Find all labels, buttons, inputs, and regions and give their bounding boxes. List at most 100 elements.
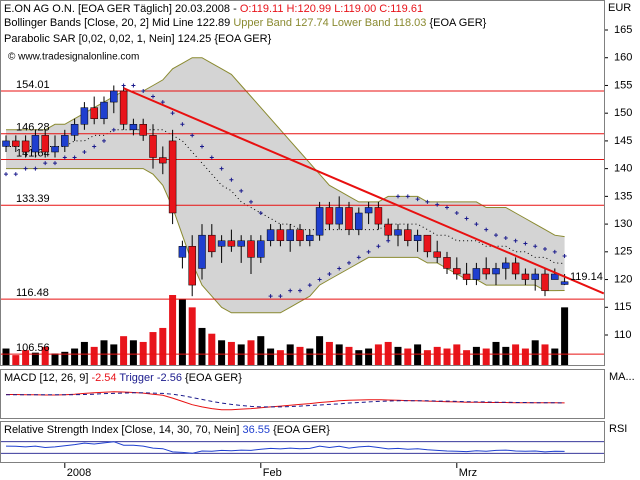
sar-legend: Parabolic SAR [0,02, 0,02, 1, Nein] 124.… [4,33,272,45]
volume-bar [80,341,88,365]
y-tick-label: 120 [614,273,632,285]
volume-bar [561,307,569,365]
volume-bar [208,333,216,365]
trendline [123,87,605,295]
sar-point [160,100,165,105]
volume-bar [316,336,324,365]
y-tick-label: 145 [614,135,632,147]
volume-bar [453,344,461,365]
volume-bar [531,340,539,365]
sar-point [200,144,204,149]
sar-point [33,166,38,171]
volume-bar [159,327,167,365]
sar-point [62,155,67,160]
y-tick-label: 115 [614,301,632,313]
x-tick-label: Feb [263,467,282,479]
band-lower [6,168,565,314]
candle-body [139,124,147,136]
sar-point [239,188,244,193]
candle-body [31,135,40,153]
sar-point [523,241,528,246]
volume-bar [41,346,49,365]
candle-body [276,229,285,241]
sar-point [552,249,557,254]
candle-body [433,251,441,258]
volume-bar [110,344,118,365]
candle-body [227,240,236,247]
last-price-label: 119.14 [570,271,603,283]
candle-body [384,223,392,236]
candle-body [21,140,30,153]
volume-bar [71,348,79,365]
sar-point [121,83,126,88]
candle-body [502,262,510,269]
volume-bar [394,346,402,365]
sar-point [229,177,234,182]
y-tick-label: 125 [614,246,632,258]
candle-body [12,140,20,147]
candle-body [149,135,157,158]
candle-body [335,207,343,225]
y-tick-label: 160 [614,52,632,64]
volume-bar [502,346,510,365]
volume-bar [198,327,206,365]
candle-body [247,240,255,258]
volume-bar [100,340,108,365]
sar-point [92,144,97,149]
volume-bar [551,348,559,365]
volume-bar [90,346,98,365]
unit-label: EUR [608,2,631,14]
candle-body [119,90,128,125]
candle-body [61,135,69,147]
volume-bar [149,332,157,365]
candle-body [364,207,373,214]
sar-point [327,272,332,276]
volume-bar [492,341,500,365]
legend-trigger: Trigger -2.56 [119,372,182,384]
volume-bar [404,348,412,365]
y-tick-label: 135 [614,190,632,202]
candle-body [217,240,226,247]
sar-point [307,283,312,288]
macd-legend: MACD [12, 26, 9] -2.54 Trigger -2.56 {EO… [4,372,242,384]
candle-body [531,273,539,280]
candle-body [286,229,294,241]
volume-bar [365,348,373,365]
sar-point [376,244,381,249]
volume-bar [384,341,392,365]
sar-point [13,172,18,177]
candle-body [198,234,206,269]
level-label: 116.48 [16,287,49,299]
candle-body [511,262,520,275]
sar-point [43,161,48,166]
sar-point [513,238,518,243]
candle-body [51,146,59,153]
volume-bar [423,350,431,365]
volume-bar [61,351,69,365]
legend-value: -2.54 [91,372,116,384]
candle-body [110,90,118,103]
volume-bar [325,341,333,365]
volume-bar [335,344,343,365]
volume-bar [120,336,128,365]
volume-bar [31,352,39,365]
sar-point [474,222,479,227]
y-tick-label: 150 [614,107,632,119]
volume-bar [541,344,549,365]
volume-bar [267,348,275,365]
indicator-line [5,441,565,454]
candle-body [306,234,314,241]
volume-bar [257,336,265,365]
volume-bar [414,344,422,365]
sar-point [356,255,361,260]
volume-bar [286,344,294,365]
sar-point [317,277,322,282]
sar-point [386,238,391,243]
legend-name: MACD [12, 26, 9] [4,372,88,384]
candle-body [521,273,530,280]
chart-title: E.ON AG O.N. [EOA GER Täglich] 20.03.200… [4,3,423,15]
candle-body [560,281,569,285]
candle-body [80,107,89,125]
volume-bar [355,350,363,365]
macd-panel [0,369,605,419]
